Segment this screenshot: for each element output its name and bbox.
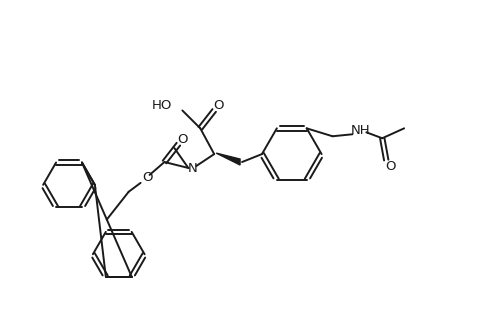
Text: O: O [177, 133, 188, 146]
Polygon shape [216, 153, 240, 165]
Text: O: O [385, 159, 396, 173]
Text: O: O [213, 99, 224, 112]
Text: NH: NH [350, 124, 370, 137]
Text: O: O [142, 171, 153, 184]
Text: HO: HO [152, 99, 172, 112]
Text: N: N [188, 162, 197, 176]
